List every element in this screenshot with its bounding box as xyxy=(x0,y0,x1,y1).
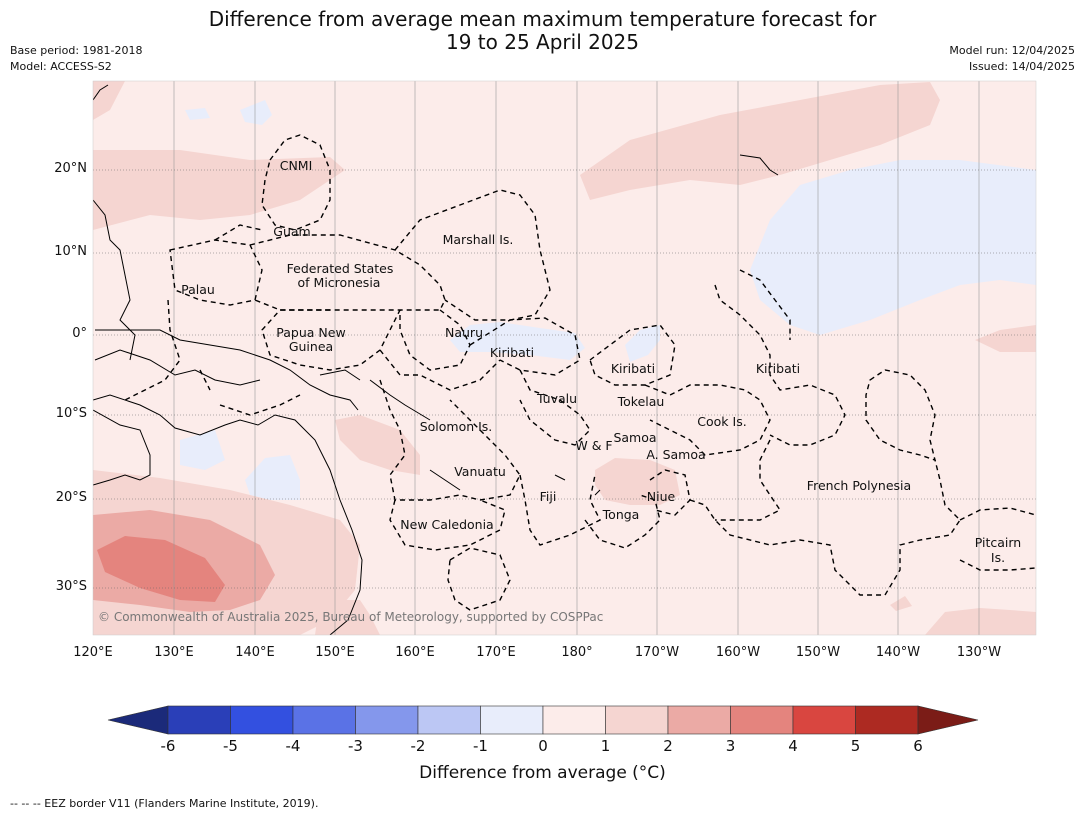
label-kiribati-west: Kiribati xyxy=(490,345,534,360)
label-palau: Palau xyxy=(181,282,215,297)
label-wallis-futuna: W & F xyxy=(575,438,612,453)
label-pitcairn-line1: Pitcairn xyxy=(975,535,1021,550)
longitude-label: 130°E xyxy=(154,645,194,660)
colorbar-segment xyxy=(605,705,669,735)
colorbar-segment xyxy=(667,705,731,735)
longitude-label: 160°E xyxy=(395,645,435,660)
chart-title-line1: Difference from average mean maximum tem… xyxy=(208,7,877,31)
map-area: CNMI Guam Marshall Is. Federated States … xyxy=(93,81,1036,635)
label-fsm-line1: Federated States xyxy=(287,261,394,276)
label-niue: Niue xyxy=(647,489,676,504)
colorbar-tick-label: 1 xyxy=(600,737,611,755)
label-guam: Guam xyxy=(273,224,310,239)
colorbar-tick-label: 4 xyxy=(788,737,798,755)
colorbar-segment xyxy=(417,705,481,735)
longitude-label: 120°E xyxy=(73,645,113,660)
colorbar-tick-label: 3 xyxy=(725,737,736,755)
label-tonga: Tonga xyxy=(602,507,640,522)
map-credit: © Commonwealth of Australia 2025, Bureau… xyxy=(98,610,603,624)
model-run: Model run: 12/04/2025 xyxy=(949,44,1075,57)
label-png-line1: Papua New xyxy=(276,325,345,340)
colorbar-segment xyxy=(542,705,606,735)
colorbar-tick-label: 5 xyxy=(850,737,861,755)
label-kiribati-central: Kiribati xyxy=(611,361,655,376)
label-new-caledonia: New Caledonia xyxy=(400,517,493,532)
colorbar-segment xyxy=(167,705,231,735)
longitude-label: 170°E xyxy=(476,645,516,660)
graticule xyxy=(93,81,1036,635)
model-name: Model: ACCESS-S2 xyxy=(10,60,112,73)
colorbar-max-arrow xyxy=(917,705,979,735)
issued-date: Issued: 14/04/2025 xyxy=(968,60,1075,73)
colorbar-tick-label: 6 xyxy=(913,737,923,755)
latitude-label: 10°N xyxy=(54,244,87,259)
base-period: Base period: 1981-2018 xyxy=(10,44,143,57)
label-png-line2: Guinea xyxy=(289,339,333,354)
label-samoa: Samoa xyxy=(613,430,656,445)
label-kiribati-east: Kiribati xyxy=(756,361,800,376)
label-fiji: Fiji xyxy=(540,489,557,504)
eez-borders xyxy=(124,134,1036,611)
latitude-label: 20°S xyxy=(55,490,87,505)
latitude-label: 20°N xyxy=(54,161,87,176)
longitude-label: 130°W xyxy=(956,645,1002,660)
colorbar-segment xyxy=(292,705,356,735)
latitude-label: 30°S xyxy=(55,579,87,594)
colorbar xyxy=(107,705,979,735)
label-fsm-line2: of Micronesia xyxy=(298,275,381,290)
region-labels: CNMI Guam Marshall Is. Federated States … xyxy=(181,158,1021,565)
label-french-polynesia: French Polynesia xyxy=(807,478,911,493)
label-cnmi: CNMI xyxy=(280,158,313,173)
colorbar-segment xyxy=(792,705,856,735)
longitude-label: 180° xyxy=(561,645,593,660)
colorbar-tick-label: -3 xyxy=(348,737,363,755)
longitude-label: 140°E xyxy=(235,645,275,660)
colorbar-tick-label: -5 xyxy=(223,737,238,755)
colorbar-tick-label: -1 xyxy=(473,737,488,755)
label-cook-is: Cook Is. xyxy=(697,414,746,429)
label-tokelau: Tokelau xyxy=(617,394,665,409)
colorbar-segment xyxy=(480,705,544,735)
colorbar-segment xyxy=(355,705,419,735)
colorbar-segment xyxy=(855,705,919,735)
colorbar-tick-label: -6 xyxy=(160,737,176,755)
longitude-label: 150°W xyxy=(795,645,841,660)
colorbar-segment xyxy=(730,705,794,735)
longitude-label: 160°W xyxy=(715,645,761,660)
coastlines xyxy=(93,84,779,635)
longitude-label: 170°W xyxy=(634,645,680,660)
colorbar-tick-label: -4 xyxy=(285,737,301,755)
label-american-samoa: A. Samoa xyxy=(646,447,705,462)
colorbar-label: Difference from average (°C) xyxy=(419,763,666,783)
label-pitcairn-line2: Is. xyxy=(991,550,1005,565)
label-tuvalu: Tuvalu xyxy=(536,391,577,406)
label-nauru: Nauru xyxy=(445,325,483,340)
colorbar-segment xyxy=(230,705,294,735)
label-solomon-is: Solomon Is. xyxy=(420,419,493,434)
chart-title-line2: 19 to 25 April 2025 xyxy=(445,30,640,54)
colorbar-tick-label: -2 xyxy=(410,737,426,755)
label-vanuatu: Vanuatu xyxy=(454,464,506,479)
latitude-label: 10°S xyxy=(55,406,87,421)
label-marshall-is: Marshall Is. xyxy=(443,232,514,247)
colorbar-tick-label: 0 xyxy=(538,737,548,755)
longitude-label: 150°E xyxy=(315,645,355,660)
longitude-label: 140°W xyxy=(875,645,921,660)
colorbar-min-arrow xyxy=(107,705,169,735)
latitude-label: 0° xyxy=(72,326,87,341)
footer-note: -- -- -- EEZ border V11 (Flanders Marine… xyxy=(10,797,319,810)
colorbar-tick-label: 2 xyxy=(663,737,673,755)
